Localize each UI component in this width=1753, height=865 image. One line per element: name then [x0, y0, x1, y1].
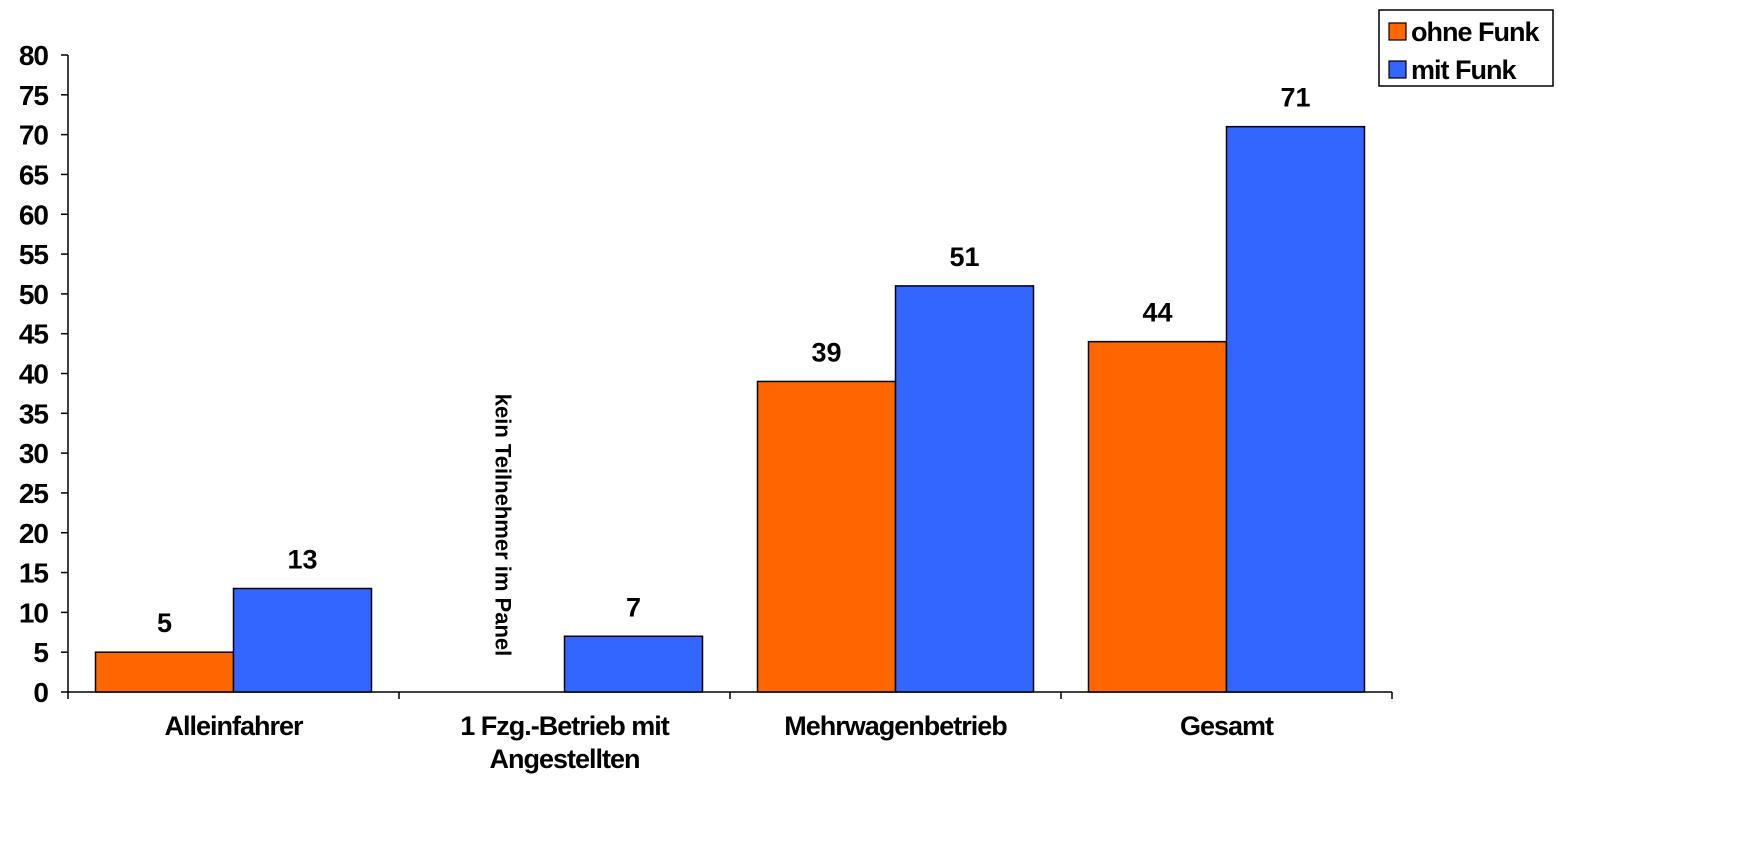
data-label: 39	[811, 337, 841, 367]
x-tick-label: Gesamt	[1180, 711, 1274, 741]
bar	[894, 285, 1035, 693]
y-tick-label: 15	[19, 558, 49, 589]
annotations: kein Teilnehmer im Panel	[491, 394, 516, 656]
legend-swatch	[1388, 60, 1407, 79]
y-tick-label: 50	[19, 279, 49, 310]
data-label: 5	[157, 608, 172, 638]
data-labels: 5 39 44 13 7 51 71	[157, 83, 1311, 639]
x-tick-label: Alleinfahrer	[164, 711, 304, 741]
x-axis: Alleinfahrer 1 Fzg.-Betrieb mit Angestellt…	[67, 691, 1393, 774]
legend-box	[1378, 9, 1554, 87]
annotation-label: kein Teilnehmer im Panel	[491, 394, 516, 656]
y-tick-label: 35	[19, 398, 49, 429]
bar	[563, 635, 704, 693]
y-axis: 0 5 10 15 20 25 30 35 40 45 50 55 60 65 70 75 80	[19, 40, 69, 708]
bar	[94, 651, 235, 693]
legend-swatch	[1388, 22, 1407, 41]
data-label: 44	[1142, 298, 1172, 328]
y-tick-label: 25	[19, 478, 49, 509]
bar	[232, 587, 373, 693]
y-tick-label: 55	[19, 239, 49, 270]
y-tick-label: 65	[19, 159, 49, 190]
y-tick-label: 5	[33, 637, 48, 668]
data-label: 51	[949, 242, 979, 272]
x-tick-label: 1 Fzg.-Betrieb mit Angestellten	[460, 711, 670, 774]
y-tick-label: 80	[19, 40, 49, 71]
data-label: 13	[287, 544, 317, 574]
y-tick-label: 30	[19, 438, 49, 469]
legend-label: ohne Funk	[1411, 17, 1540, 47]
y-tick-label: 40	[19, 359, 49, 390]
y-tick-label: 0	[33, 677, 48, 708]
y-tick-label: 75	[19, 80, 49, 111]
bars	[94, 125, 1366, 693]
data-label: 71	[1280, 83, 1310, 113]
y-tick-label: 20	[19, 518, 49, 549]
x-tick-label: Mehrwagenbetrieb	[784, 711, 1007, 741]
bar	[756, 380, 897, 693]
legend: ohne Funk mit Funk	[1378, 9, 1554, 87]
bar	[1087, 340, 1228, 693]
data-label: 7	[626, 592, 641, 622]
bar	[1225, 125, 1366, 693]
y-tick-label: 10	[19, 597, 49, 628]
legend-label: mit Funk	[1411, 55, 1517, 85]
y-tick-label: 45	[19, 319, 49, 350]
y-tick-label: 60	[19, 199, 49, 230]
y-tick-label: 70	[19, 120, 49, 151]
